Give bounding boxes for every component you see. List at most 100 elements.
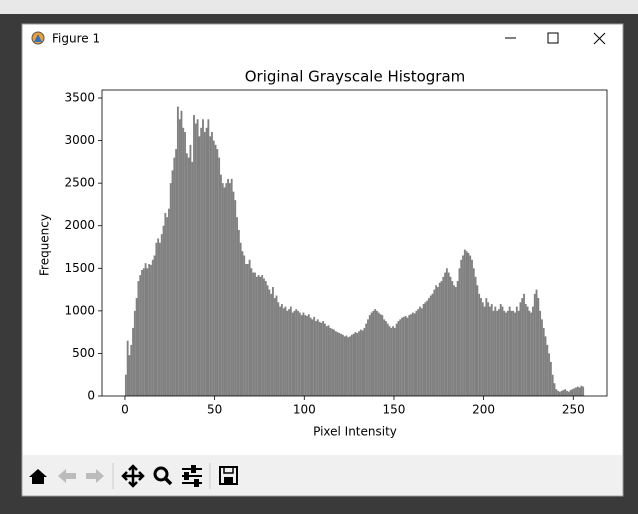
bar (130, 344, 133, 396)
bar (302, 312, 305, 396)
bar (216, 149, 219, 396)
bar (327, 325, 330, 396)
bar (232, 191, 235, 396)
bar (205, 127, 208, 396)
save-button[interactable] (219, 466, 238, 485)
bar (221, 183, 224, 396)
bar (361, 330, 364, 396)
bar (268, 289, 271, 396)
bar (435, 285, 438, 396)
bar (358, 331, 360, 396)
bar (456, 281, 459, 396)
y-tick-label: 0 (87, 389, 95, 403)
bar (365, 323, 368, 396)
forward-button[interactable] (86, 469, 104, 483)
bar (548, 353, 551, 396)
bar (420, 308, 423, 396)
bar (392, 326, 395, 396)
bar (306, 315, 308, 396)
zoom-button[interactable] (153, 466, 173, 486)
bar (286, 310, 289, 396)
bar (508, 306, 511, 396)
bar (542, 327, 545, 396)
bar (431, 293, 434, 396)
bar (245, 264, 247, 396)
bar (289, 306, 292, 396)
bar (280, 304, 283, 396)
bar (386, 323, 389, 396)
bar (128, 355, 131, 396)
bar (227, 178, 230, 396)
bar (264, 281, 267, 396)
bar (135, 298, 138, 396)
bar (530, 312, 533, 396)
bar (478, 293, 481, 396)
back-button[interactable] (58, 469, 76, 483)
bar (433, 289, 436, 396)
bar (562, 390, 565, 396)
bar (313, 316, 316, 396)
bar (526, 306, 529, 396)
bar (406, 317, 409, 396)
x-tick-label: 150 (383, 403, 406, 417)
bar (180, 110, 183, 396)
bar (521, 298, 524, 396)
bar (139, 275, 142, 396)
bar (494, 306, 497, 396)
bar (517, 310, 520, 396)
bar (370, 312, 373, 396)
bar (397, 321, 400, 396)
bar (169, 183, 172, 396)
bar (388, 326, 391, 396)
bar (352, 333, 355, 396)
bar (496, 310, 499, 396)
close-button[interactable] (593, 32, 606, 45)
bar (275, 295, 278, 396)
bar (214, 144, 217, 396)
bar (164, 212, 167, 396)
bar (347, 337, 350, 396)
bar (410, 314, 412, 396)
bar (255, 276, 258, 396)
bar (438, 282, 441, 396)
chart-title: Original Grayscale Histogram (245, 68, 466, 86)
bar (428, 298, 430, 396)
bar (259, 276, 262, 396)
pan-button[interactable] (121, 464, 145, 488)
bar (481, 302, 484, 396)
bar (408, 315, 411, 396)
bar (528, 310, 531, 396)
bar (334, 331, 337, 396)
bar (257, 275, 260, 396)
bar (519, 302, 522, 396)
configure-button[interactable] (182, 465, 202, 487)
bar (492, 310, 495, 396)
bar (582, 386, 585, 396)
bar (575, 387, 577, 396)
bar (332, 329, 335, 396)
bar (307, 314, 310, 396)
bar (569, 390, 572, 396)
bar (417, 309, 420, 396)
home-button[interactable] (29, 469, 47, 484)
bar (449, 276, 452, 396)
maximize-button[interactable] (547, 32, 559, 44)
bar (248, 259, 251, 396)
bar (555, 389, 558, 396)
x-axis-label: Pixel Intensity (313, 425, 397, 439)
bar (460, 259, 463, 396)
y-axis-label: Frequency (38, 214, 52, 276)
bar (411, 312, 414, 396)
bar (176, 106, 179, 397)
bar (282, 308, 285, 396)
bar (580, 385, 583, 396)
bar (422, 304, 425, 396)
bar (359, 329, 362, 396)
bar (404, 315, 407, 396)
bar (182, 127, 185, 396)
bar (501, 306, 504, 396)
bar (514, 312, 516, 396)
bar (415, 310, 418, 396)
bar (236, 217, 238, 396)
bar (243, 255, 246, 396)
